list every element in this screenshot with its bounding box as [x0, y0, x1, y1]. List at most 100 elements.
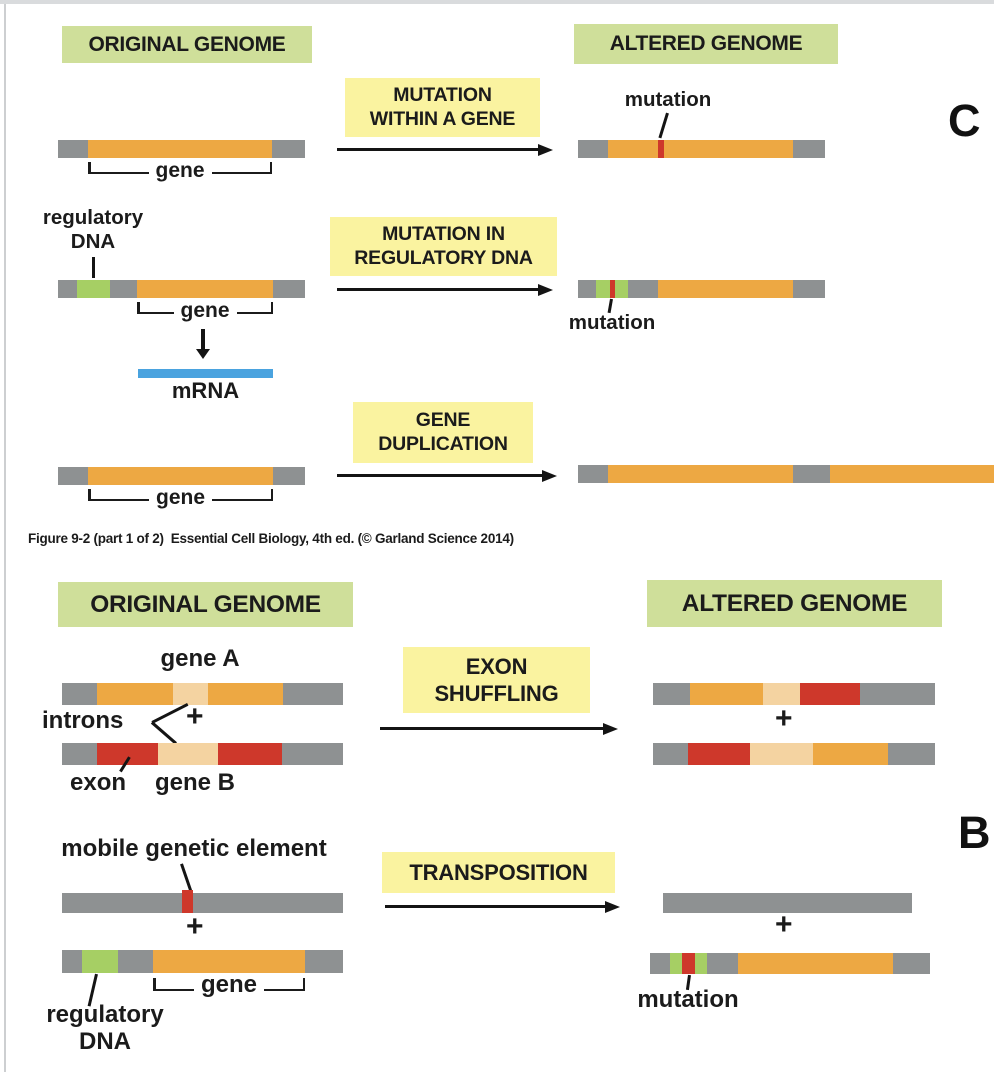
bracket-tick-right: [302, 978, 306, 991]
mrna-bar: [138, 369, 273, 378]
arrowhead-icon: [603, 722, 618, 735]
bracket-tick-right: [270, 302, 274, 314]
plus-sign: +: [775, 702, 793, 735]
process-line: DUPLICATION: [378, 432, 508, 455]
arrow-shaft: [337, 287, 538, 292]
bracket-line: [264, 988, 303, 991]
gene-bracket: gene: [88, 487, 274, 508]
dna-segment-gray: [273, 280, 305, 298]
dna-segment-orange: [813, 743, 888, 765]
dna-segment-gray: [653, 743, 688, 765]
dna-segment-gray: [58, 140, 88, 158]
gene-bracket: gene: [153, 971, 306, 998]
mutation-label: mutation: [568, 311, 656, 334]
plus-sign: +: [186, 700, 204, 733]
gene-bracket: gene: [88, 160, 273, 181]
right-arrow-icon: [337, 143, 553, 156]
dna-segment-orange: [97, 683, 173, 705]
slide-marker-c: C: [948, 95, 981, 146]
process-line: MUTATION IN: [382, 222, 505, 245]
dna-segment-red: [658, 140, 664, 158]
arrowhead-icon: [196, 349, 210, 359]
dna-segment-gray: [118, 950, 153, 973]
dna-segment-green: [615, 280, 628, 298]
dna-bar-shuffled-b: [653, 743, 935, 765]
mutation-pointer-line: [658, 112, 669, 139]
introns-label: introns: [42, 707, 124, 734]
dna-segment-gray: [628, 280, 658, 298]
right-arrow-icon: [380, 722, 618, 735]
label-line: regulatory: [46, 1001, 164, 1028]
process-box-mutation-within-gene: MUTATION WITHIN A GENE: [345, 78, 540, 137]
dna-segment-tan: [763, 683, 800, 705]
dna-segment-tan: [158, 743, 218, 765]
dna-segment-gray: [578, 465, 608, 483]
dna-segment-gray: [793, 465, 830, 483]
dna-bar-target-after: [650, 953, 930, 974]
dna-segment-gray: [793, 280, 825, 298]
dna-segment-gray: [707, 953, 738, 974]
dna-segment-gray: [62, 683, 97, 705]
dna-segment-green: [695, 953, 707, 974]
bracket-line: [211, 171, 270, 174]
dna-segment-gray: [62, 743, 97, 765]
panel2-original-genome-header: ORIGINAL GENOME: [58, 582, 353, 627]
dna-segment-gray: [793, 140, 825, 158]
dna-segment-orange: [608, 465, 793, 483]
process-box-mutation-regulatory-dna: MUTATION IN REGULATORY DNA: [330, 217, 557, 276]
frame-top-border: [0, 0, 994, 4]
process-box-transposition: TRANSPOSITION: [382, 852, 615, 893]
process-line: SHUFFLING: [434, 681, 559, 706]
dna-segment-orange: [664, 140, 793, 158]
introns-pointer-lower: [151, 721, 177, 745]
process-box-gene-duplication: GENE DUPLICATION: [353, 402, 533, 463]
dna-bar-original-gene: [58, 140, 305, 158]
arrowhead-icon: [538, 283, 553, 296]
dna-segment-gray: [273, 467, 305, 485]
dna-bar-altered-regulatory: [578, 280, 825, 298]
dna-segment-gray: [893, 953, 930, 974]
arrowhead-icon: [605, 900, 620, 913]
dna-bar-gene-b: [62, 743, 343, 765]
bracket-tick-left: [88, 489, 91, 501]
down-arrow-icon: [196, 329, 210, 359]
bracket-tick-left: [137, 302, 140, 314]
dna-segment-gray: [110, 280, 137, 298]
regulatory-dna-label: regulatory DNA: [33, 206, 153, 254]
dna-segment-orange: [738, 953, 893, 974]
dna-segment-orange: [608, 140, 658, 158]
bracket-line: [212, 498, 271, 501]
frame-left-border: [4, 4, 6, 1072]
dna-segment-gray: [650, 953, 670, 974]
dna-bar-donor-after: [663, 893, 912, 913]
gene-b-label: gene B: [155, 769, 236, 796]
panel1-original-genome-header: ORIGINAL GENOME: [62, 26, 312, 63]
dna-segment-green: [596, 280, 610, 298]
regulatory-pointer-line: [92, 257, 95, 278]
gene-label: gene: [156, 486, 206, 509]
gene-label: gene: [155, 159, 205, 182]
process-line: WITHIN A GENE: [369, 107, 516, 130]
label-line: DNA: [70, 229, 116, 253]
mobile-element-pointer-line: [180, 863, 192, 891]
dna-segment-orange: [153, 950, 305, 973]
right-arrow-icon: [337, 283, 553, 296]
gene-bracket: gene: [137, 300, 274, 321]
arrow-shaft: [337, 473, 542, 478]
dna-segment-gray: [193, 893, 343, 913]
gene-label: gene: [180, 299, 230, 322]
plus-sign: +: [186, 910, 204, 943]
process-line: GENE: [415, 408, 471, 431]
mrna-label: mRNA: [171, 378, 240, 403]
dna-segment-red: [682, 953, 695, 974]
mobile-genetic-element-label: mobile genetic element: [61, 835, 327, 862]
dna-segment-gray: [305, 950, 343, 973]
plus-sign: +: [775, 908, 793, 941]
dna-segment-green: [670, 953, 682, 974]
dna-bar-altered-duplication: [578, 465, 994, 483]
dna-segment-gray: [62, 950, 82, 973]
right-arrow-icon: [385, 900, 620, 913]
figure-caption: Figure 9-2 (part 1 of 2) Essential Cell …: [28, 531, 514, 546]
exon-label: exon: [70, 769, 127, 796]
